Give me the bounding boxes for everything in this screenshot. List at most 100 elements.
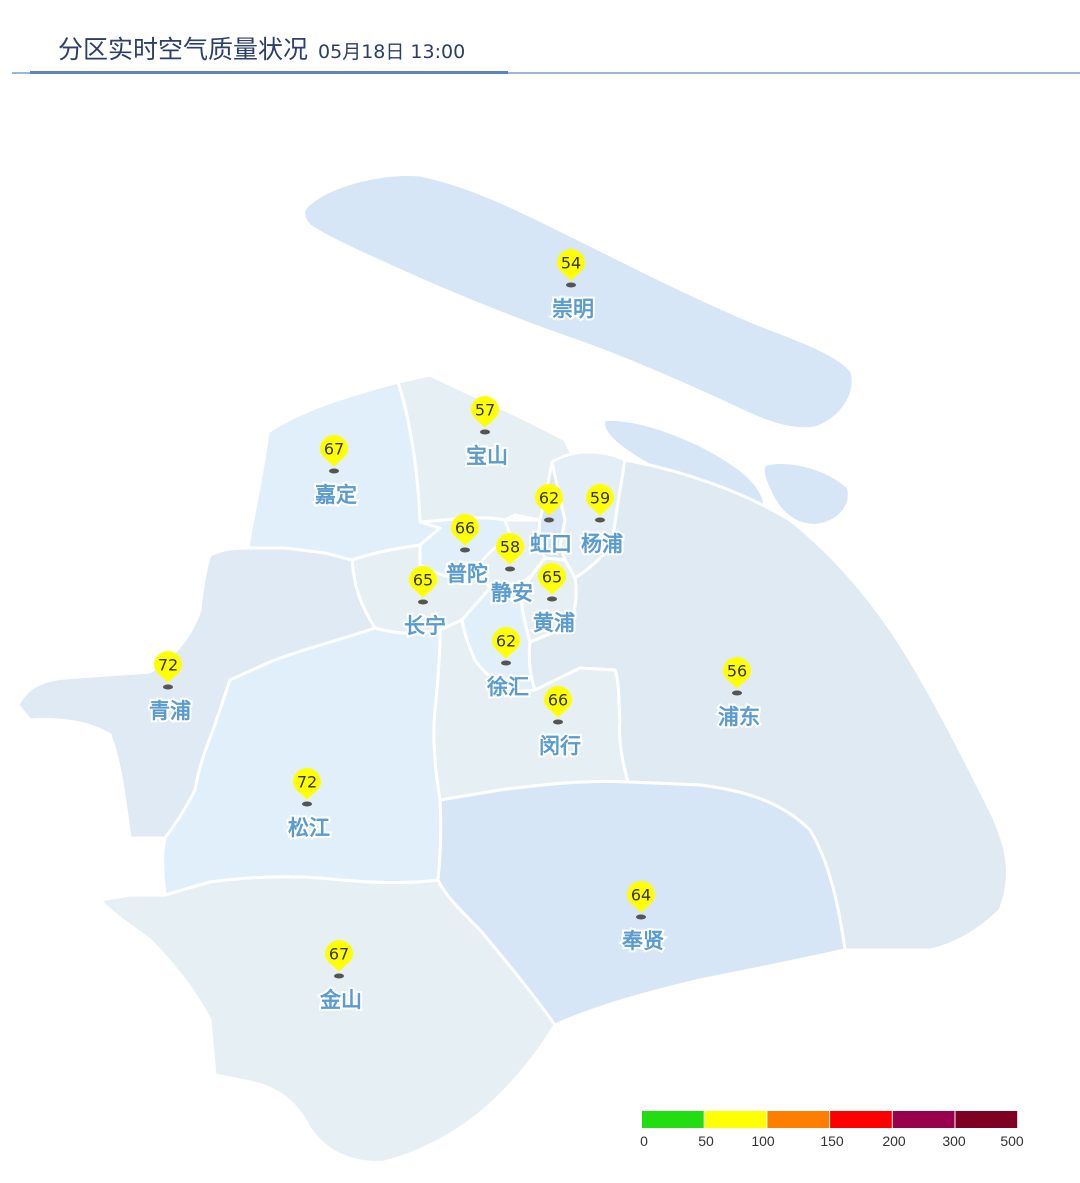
aqi-marker-pudong[interactable]: 56 浦东	[716, 657, 762, 731]
marker-shadow	[505, 566, 515, 572]
legend-tick-0: 0	[640, 1133, 648, 1149]
aqi-marker-yangpu[interactable]: 59 杨浦	[579, 484, 625, 558]
aqi-marker-jinshan[interactable]: 67 金山	[317, 940, 364, 1014]
legend-tick-200: 200	[882, 1133, 906, 1149]
aqi-marker-chongming[interactable]: 54 崇明	[550, 249, 596, 323]
marker-shadow	[732, 690, 742, 696]
aqi-value-xuhui: 62	[496, 632, 516, 651]
aqi-marker-changning[interactable]: 65 长宁	[402, 566, 448, 640]
marker-shadow	[460, 547, 470, 553]
district-name-hongkou: 虹口	[530, 532, 572, 556]
aqi-value-putuo: 66	[455, 519, 475, 538]
aqi-value-fengxian: 64	[631, 886, 651, 905]
marker-pin	[723, 657, 751, 689]
marker-shadow	[334, 973, 344, 979]
marker-pin	[492, 627, 520, 659]
aqi-marker-huangpu[interactable]: 65 黄浦	[531, 563, 577, 637]
district-name-pudong: 浦东	[718, 705, 760, 729]
district-name-jiading: 嘉定	[315, 483, 357, 507]
legend-tick-50: 50	[698, 1133, 714, 1149]
marker-pin	[586, 484, 614, 516]
legend-band-50-100	[704, 1111, 767, 1128]
legend-band-300-500	[955, 1111, 1018, 1128]
district-name-yangpu: 杨浦	[581, 532, 623, 556]
aqi-marker-jiading[interactable]: 67 嘉定	[313, 435, 359, 509]
aqi-value-songjiang: 72	[297, 773, 317, 792]
aqi-value-jingan: 58	[500, 538, 520, 557]
header: 分区实时空气质量状况 05月18日 13:00	[0, 0, 1080, 80]
marker-shadow	[547, 596, 557, 602]
legend-tick-300: 300	[942, 1133, 966, 1149]
marker-shadow	[544, 517, 554, 523]
marker-shadow	[329, 468, 339, 474]
aqi-value-chongming: 54	[561, 254, 581, 273]
marker-pin	[320, 435, 348, 467]
aqi-marker-qingpu[interactable]: 72 青浦	[147, 651, 193, 725]
marker-pin	[535, 484, 563, 516]
marker-shadow	[636, 914, 646, 920]
aqi-marker-minhang[interactable]: 66 闵行	[537, 686, 583, 760]
district-name-xuhui: 徐汇	[486, 675, 529, 699]
marker-shadow	[566, 282, 576, 288]
district-name-putuo: 普陀	[446, 562, 488, 586]
marker-pin	[496, 533, 524, 565]
marker-shadow	[595, 517, 605, 523]
district-chongming[interactable]	[302, 173, 855, 431]
title-text: 分区实时空气质量状况	[58, 35, 309, 64]
district-name-baoshan: 宝山	[466, 444, 508, 468]
district-name-songjiang: 松江	[288, 816, 330, 840]
aqi-value-qingpu: 72	[158, 656, 178, 675]
marker-pin	[471, 396, 499, 428]
aqi-value-yangpu: 59	[590, 489, 610, 508]
marker-pin	[538, 563, 566, 595]
aqi-value-baoshan: 57	[475, 401, 495, 420]
page-title: 分区实时空气质量状况 05月18日 13:00	[58, 30, 465, 66]
marker-shadow	[553, 719, 563, 725]
marker-shadow	[480, 429, 490, 435]
aqi-value-hongkou: 62	[539, 489, 559, 508]
marker-pin	[451, 514, 479, 546]
header-divider	[12, 72, 1080, 74]
timestamp: 05月18日 13:00	[318, 41, 466, 63]
aqi-marker-putuo[interactable]: 66 普陀	[444, 514, 490, 588]
aqi-marker-hongkou[interactable]: 62 虹口	[528, 484, 574, 558]
legend-tick-100: 100	[751, 1133, 775, 1149]
aqi-legend: 0 50 100 150 200 300 500	[640, 1111, 1024, 1149]
legend-tick-500: 500	[1000, 1133, 1024, 1149]
aqi-marker-songjiang[interactable]: 72 松江	[286, 768, 332, 842]
marker-pin	[293, 768, 321, 800]
marker-shadow	[501, 660, 511, 666]
districts-layer	[16, 173, 1009, 1164]
district-jinshan[interactable]	[98, 875, 557, 1164]
legend-tick-150: 150	[820, 1133, 844, 1149]
aqi-value-minhang: 66	[548, 691, 568, 710]
aqi-marker-xuhui[interactable]: 62 徐汇	[484, 627, 531, 701]
aqi-value-huangpu: 65	[542, 568, 562, 587]
aqi-value-pudong: 56	[727, 662, 747, 681]
header-divider-accent	[30, 71, 508, 74]
district-name-qingpu: 青浦	[149, 699, 191, 723]
marker-pin	[627, 881, 655, 913]
legend-band-150-200	[830, 1111, 892, 1128]
aqi-value-jiading: 67	[324, 440, 344, 459]
aqi-value-jinshan: 67	[329, 945, 349, 964]
district-name-huangpu: 黄浦	[533, 611, 575, 635]
legend-band-0-50	[642, 1111, 704, 1128]
district-name-fengxian: 奉贤	[621, 929, 664, 953]
marker-pin	[409, 566, 437, 598]
marker-pin	[325, 940, 353, 972]
aqi-marker-jingan[interactable]: 58 静安	[489, 533, 535, 607]
district-name-jingan: 静安	[491, 581, 533, 605]
marker-pin	[544, 686, 572, 718]
district-name-changning: 长宁	[404, 614, 446, 638]
legend-band-100-150	[767, 1111, 830, 1128]
district-name-minhang: 闵行	[539, 734, 581, 758]
legend-band-200-300	[892, 1111, 955, 1128]
district-name-jinshan: 金山	[319, 988, 362, 1012]
aqi-marker-baoshan[interactable]: 57 宝山	[464, 396, 510, 470]
aqi-marker-fengxian[interactable]: 64 奉贤	[619, 881, 666, 955]
marker-pin	[154, 651, 182, 683]
markers-layer: 54 崇明 57 宝山 67 嘉定 62 虹口 59 杨浦 66 普陀 58 静安 65 黄浦 65 长宁 62 徐汇…	[147, 249, 762, 1014]
hengsha-island	[762, 461, 850, 527]
